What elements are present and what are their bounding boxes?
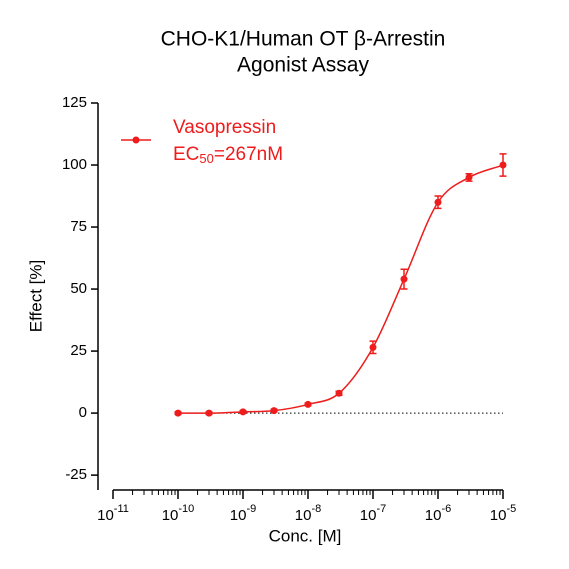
data-point — [205, 409, 213, 417]
x-tick-exponent: -6 — [441, 503, 451, 515]
legend-note-text: EC — [173, 144, 199, 165]
x-tick-label: 10-10 — [162, 503, 195, 524]
data-point — [304, 400, 312, 408]
x-tick-base: 10 — [97, 507, 114, 524]
y-tick-label: 100 — [62, 156, 87, 173]
x-tick-exponent: -7 — [376, 503, 386, 515]
x-tick-label: 10-9 — [230, 503, 256, 524]
data-point — [499, 161, 507, 169]
data-point — [434, 198, 442, 206]
x-tick-label: 10-7 — [360, 503, 386, 524]
y-tick-label: -25 — [65, 466, 87, 483]
x-tick-base: 10 — [230, 507, 247, 524]
chart-title: CHO-K1/Human OT β-Arrestin — [161, 28, 446, 51]
x-tick-label: 10-8 — [295, 503, 321, 524]
x-tick-exponent: -5 — [506, 503, 516, 515]
legend-label: Vasopressin — [173, 117, 276, 138]
x-tick-base: 10 — [295, 507, 312, 524]
x-tick-exponent: -10 — [178, 503, 194, 515]
legend-note: EC50=267nM — [173, 144, 283, 166]
x-tick-exponent: -8 — [311, 503, 321, 515]
x-tick-base: 10 — [162, 507, 179, 524]
data-point — [369, 343, 377, 351]
y-tick-label: 0 — [79, 404, 87, 421]
data-point — [400, 275, 408, 283]
legend-note-subscript: 50 — [199, 151, 213, 166]
data-point — [174, 409, 182, 417]
data-point — [239, 408, 247, 416]
x-tick-label: 10-5 — [490, 503, 516, 524]
chart-title: Agonist Assay — [237, 54, 369, 77]
y-tick-label: 25 — [70, 342, 87, 359]
legend-note-text: =267nM — [214, 144, 283, 165]
x-tick-exponent: -11 — [114, 503, 129, 515]
data-point — [465, 173, 473, 181]
y-axis-label: Effect [%] — [26, 260, 45, 332]
y-tick-label: 75 — [70, 218, 87, 235]
y-tick-label: 50 — [70, 280, 87, 297]
data-point — [270, 407, 278, 415]
x-tick-label: 10-11 — [97, 503, 129, 524]
legend-marker — [132, 136, 140, 144]
x-tick-exponent: -9 — [246, 503, 256, 515]
data-point — [335, 389, 343, 397]
x-tick-base: 10 — [490, 507, 507, 524]
x-tick-base: 10 — [425, 507, 442, 524]
x-tick-base: 10 — [360, 507, 377, 524]
y-tick-label: 125 — [62, 94, 87, 111]
x-axis-label: Conc. [M] — [269, 526, 342, 545]
x-tick-label: 10-6 — [425, 503, 451, 524]
fit-curve — [177, 164, 504, 414]
